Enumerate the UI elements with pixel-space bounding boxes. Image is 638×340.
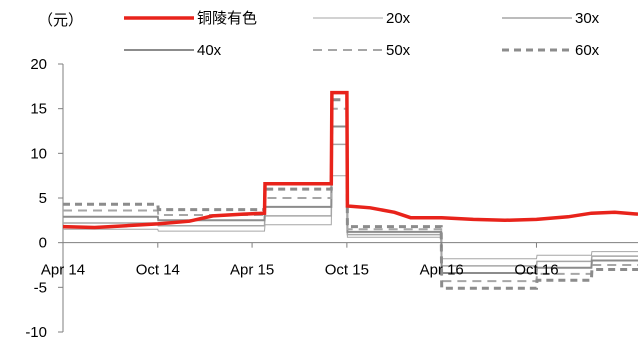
y-tick-label: 15 <box>30 101 47 118</box>
series-line-60x <box>63 98 638 290</box>
legend-label-30x: 30x <box>575 10 600 27</box>
x-tick-label: Oct 14 <box>136 262 180 279</box>
legend: 铜陵有色 20x 30x 40x 50x 60x <box>124 10 600 59</box>
x-axis: Apr 14 Oct 14 Apr 15 Oct 15 Apr 16 Oct 16 <box>41 242 638 279</box>
x-tick-label: Oct 15 <box>325 262 369 279</box>
y-tick-label: 5 <box>39 190 47 207</box>
y-tick-label: -10 <box>25 324 47 340</box>
x-tick-label: Apr 15 <box>230 262 274 279</box>
y-tick-label: 20 <box>30 56 47 73</box>
y-tick-label: 10 <box>30 145 47 162</box>
y-axis: 20 15 10 5 0 -5 -10 <box>25 56 64 340</box>
x-tick-label: Apr 14 <box>41 262 85 279</box>
legend-label-铜陵有色: 铜陵有色 <box>197 10 257 27</box>
series-line-40x <box>63 125 638 274</box>
legend-label-60x: 60x <box>575 42 600 59</box>
y-tick-label: -5 <box>34 279 47 296</box>
legend-label-50x: 50x <box>386 42 411 59</box>
y-tick-label: 0 <box>39 235 47 252</box>
legend-label-20x: 20x <box>386 10 411 27</box>
x-tick-label: Oct 16 <box>514 262 558 279</box>
x-tick-label: Apr 16 <box>420 262 464 279</box>
legend-label-40x: 40x <box>197 42 222 59</box>
unit-label: （元） <box>38 11 83 29</box>
series-layer <box>62 90 638 290</box>
series-line-铜陵有色 <box>62 90 638 230</box>
